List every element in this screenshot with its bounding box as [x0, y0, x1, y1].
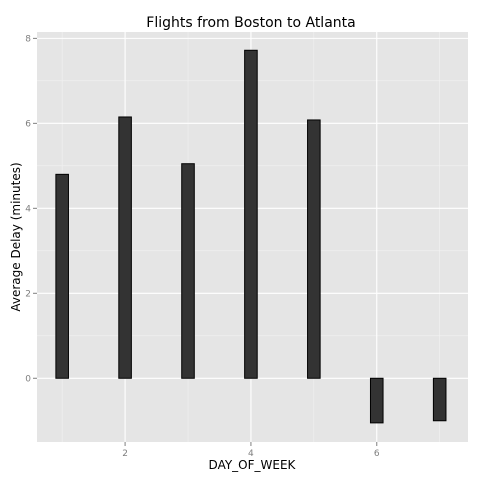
y-tick-label: 2	[25, 289, 31, 299]
bar-day-1	[55, 173, 69, 379]
y-tick-label: 8	[25, 34, 31, 44]
y-axis-title: Average Delay (minutes)	[9, 162, 23, 311]
y-tick-label: 4	[25, 204, 31, 214]
x-tick-label: 4	[248, 449, 254, 459]
x-axis: 2 4 6	[122, 442, 380, 459]
bar-day-6	[369, 377, 384, 424]
bars	[55, 49, 447, 424]
bar-day-3	[181, 163, 195, 379]
x-axis-title: DAY_OF_WEEK	[209, 458, 297, 472]
y-tick-label: 6	[25, 119, 31, 129]
chart-title: Flights from Boston to Atlanta	[146, 15, 355, 31]
bar-day-4	[244, 49, 258, 379]
y-tick-label: 0	[25, 374, 31, 384]
bar-day-7	[432, 377, 447, 422]
y-axis: 0 2 4 6 8	[25, 34, 37, 384]
bar-day-5	[307, 119, 321, 379]
bar-day-2	[118, 116, 132, 379]
x-tick-label: 6	[374, 449, 380, 459]
x-tick-label: 2	[122, 449, 128, 459]
